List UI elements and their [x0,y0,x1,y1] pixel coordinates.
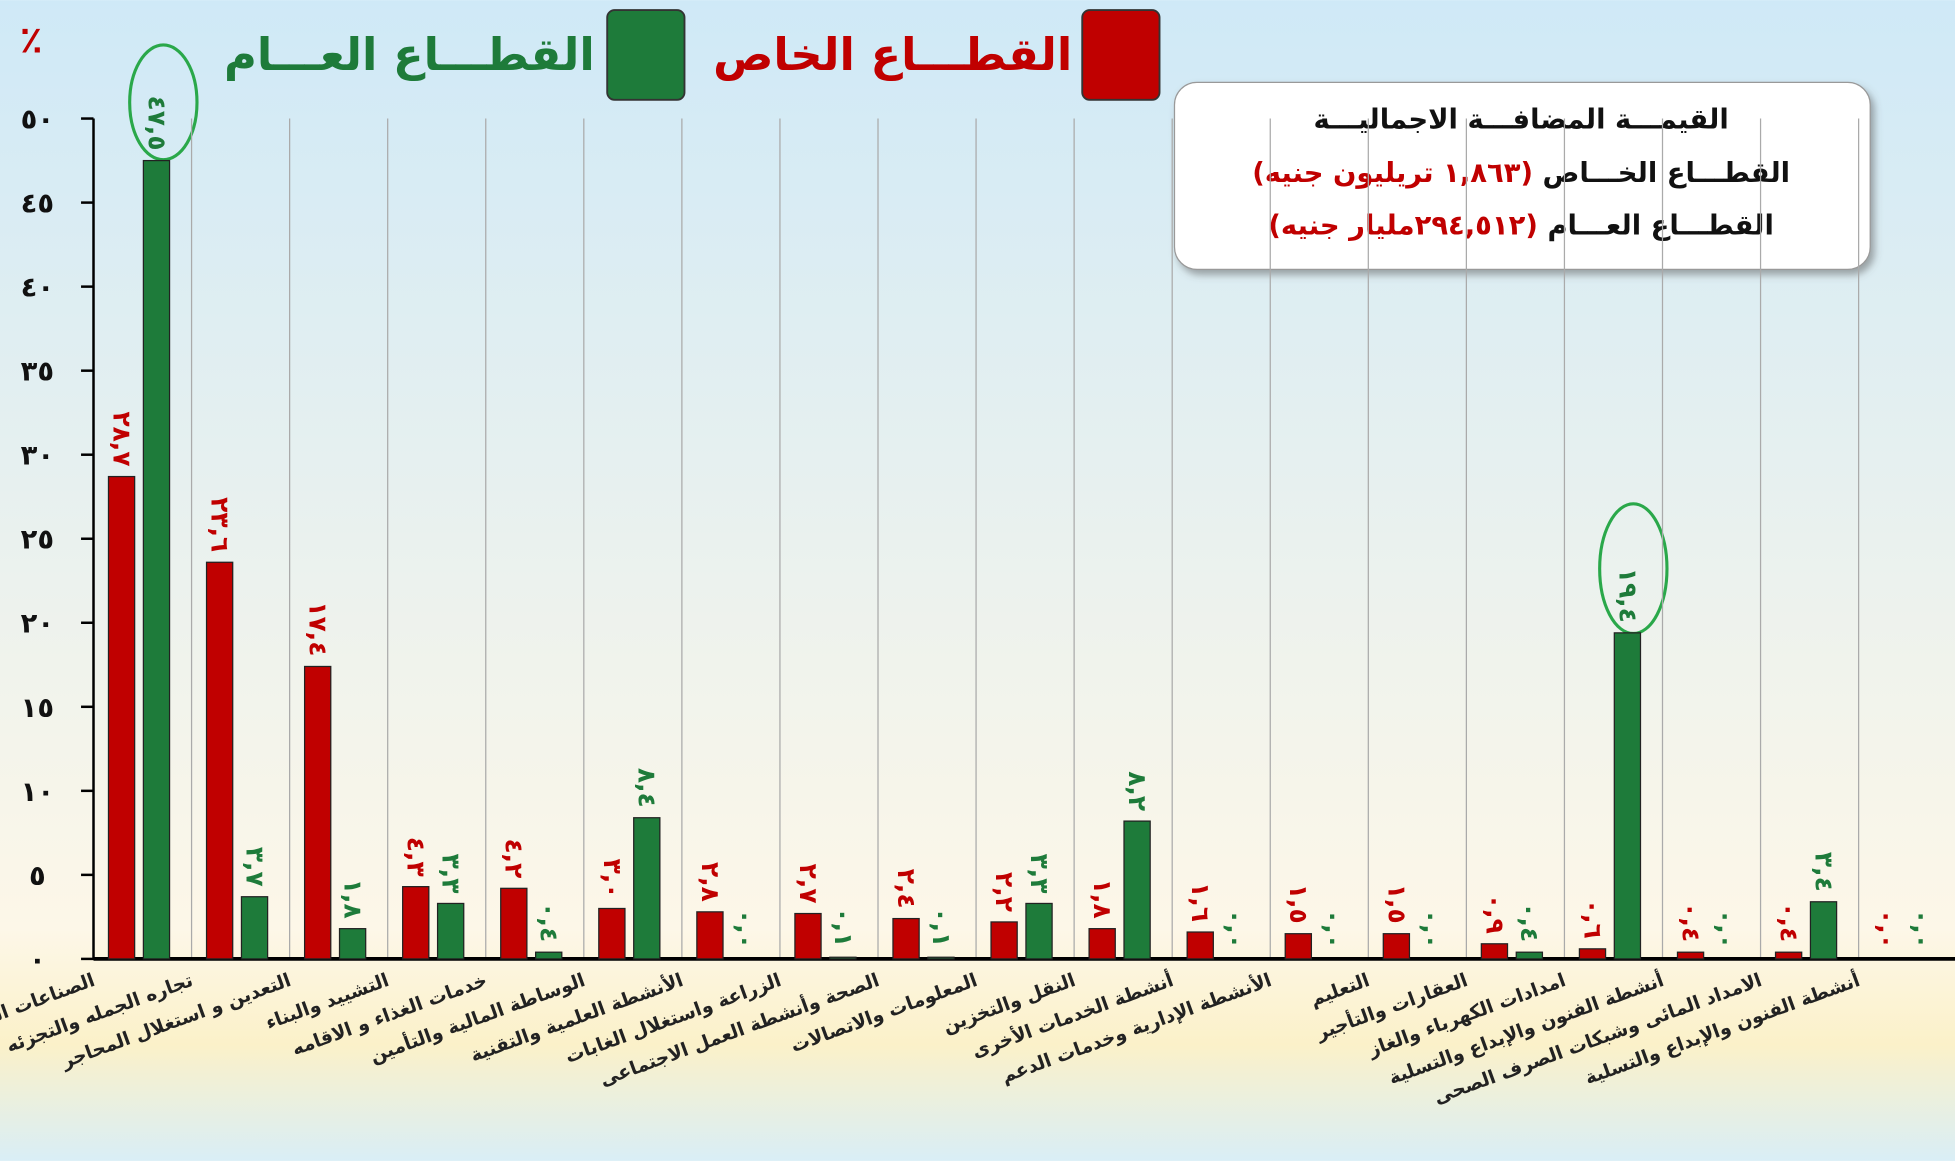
value-label: ٣,٠ [598,859,627,899]
value-label: ١,٥ [1382,884,1411,924]
value-label: ٤٧,٥ [142,95,171,150]
value-label: ٢,٢ [990,872,1019,912]
value-label: ٠,٦ [1578,899,1607,939]
info-value: (١,٨٦٣ تريليون جنيه) [1252,158,1533,189]
y-tick-label: ٢٥ [21,525,54,556]
bar [1774,951,1803,960]
value-label: ١٧,٤ [304,601,333,656]
value-label: ٢,٤ [892,869,921,909]
info-label: القطـــاع الخـــاص [1543,158,1790,189]
value-label: ٢٣,٦ [206,497,235,552]
y-tick-label: ٢٠ [21,609,54,640]
bar [696,911,724,960]
info-box [1173,81,1871,271]
bar [402,886,430,960]
y-tick-label: ٣٠ [21,441,54,472]
value-label: ١,٨ [338,879,367,919]
value-label: ٣,٣ [437,854,466,894]
bar [892,917,920,960]
y-tick-label: ٤٠ [21,273,54,304]
value-label: ٤,٢ [500,838,529,878]
bar [1515,951,1544,960]
value-label: ٠,١ [829,907,858,947]
bar [1676,951,1705,960]
value-label: ٣,٣ [1025,854,1054,894]
bar [436,902,465,960]
value-label: ١,٨ [1088,879,1117,919]
value-label: ٠,٠ [1319,909,1348,949]
y-tick-label: ١٠ [21,777,54,808]
bar [1025,902,1053,960]
info-line: القطـــاع العـــام (٢٩٤,٥١٢مليار جنيه) [1268,211,1774,242]
value-label: ٠,٠ [1417,909,1446,949]
value-label: ٢,٨ [696,862,725,902]
value-label: ٣,٧ [240,847,269,887]
bar [794,912,822,960]
value-label: ٠,٤ [535,902,564,942]
bar [1123,820,1151,960]
bar [500,887,528,960]
bar [1578,948,1607,960]
value-label: ٠,٤ [1676,902,1705,942]
value-label: ٢٨,٧ [107,411,136,466]
info-title: القيمـــة المضافـــة الاجماليـــة [1314,105,1729,136]
bar [1480,943,1509,960]
value-label: ٠,٩ [1480,894,1509,934]
bar [1186,931,1214,960]
bar [205,561,234,960]
value-label: ٢,٧ [794,864,823,904]
bar [142,159,171,960]
legend-label: القطـــاع الخاص [713,28,1072,81]
bar [598,907,626,960]
highlight [128,43,199,162]
info-label: القطـــاع العـــام [1547,211,1773,242]
y-tick-label: ٤٥ [21,189,54,220]
info-value: (٢٩٤,٥١٢مليار جنيه) [1268,211,1538,242]
bar [1382,933,1411,960]
y-tick-label: ٠ [29,945,46,976]
value-label: ٠,٤ [1515,902,1544,942]
value-label: ٨,٢ [1123,771,1152,811]
bar [303,665,332,960]
value-label: ٤,٣ [402,837,431,877]
value-label: ٠,٠ [1221,909,1250,949]
bar [1088,928,1116,960]
bar [1809,901,1838,960]
y-tick-label: ١٥ [21,693,54,724]
bar [927,956,955,960]
bar [1284,933,1313,960]
bar [107,475,136,960]
value-label: ١,٥ [1284,884,1313,924]
bar [633,817,661,960]
value-label: ٠,٠ [1711,909,1740,949]
bar [240,896,269,960]
bar [1613,632,1642,960]
bar [990,921,1018,960]
value-label: ٨,٤ [633,768,662,808]
value-label: ١,٦ [1186,882,1215,922]
legend-swatch [1081,9,1161,101]
y-tick-label: ٣٥ [21,357,54,388]
bar [829,956,857,960]
value-label: ٠,٤ [1775,902,1804,942]
value-label: ١٩,٤ [1613,568,1642,623]
legend-swatch [606,9,686,101]
value-label: ٣,٤ [1809,852,1838,892]
unit-label: ٪ [20,17,43,61]
info-line: القطـــاع الخـــاص (١,٨٦٣ تريليون جنيه) [1252,158,1790,189]
bar [535,951,563,960]
bar [338,928,367,960]
value-label: ٠,٠ [1907,909,1936,949]
value-label: ٠,٠ [1873,909,1902,949]
y-tick-label: ٥ [29,861,46,892]
y-tick-label: ٥٠ [21,105,54,136]
legend-label: القطـــاع العـــام [224,28,595,81]
value-label: ٠,٠ [731,909,760,949]
value-label: ٠,١ [927,907,956,947]
